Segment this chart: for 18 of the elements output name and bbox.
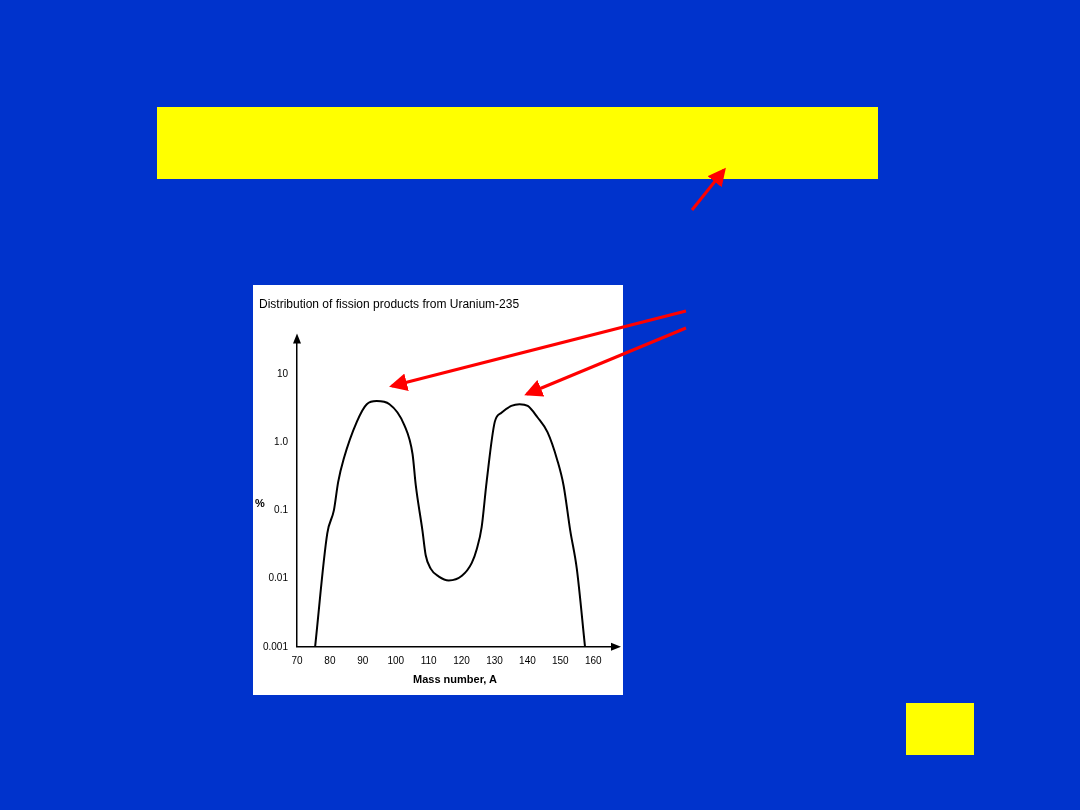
x-tick-label: 150 bbox=[551, 654, 570, 666]
y-tick-label: 0.1 bbox=[274, 504, 289, 516]
x-tick-label: 120 bbox=[453, 654, 471, 666]
x-tick-label: 90 bbox=[357, 654, 369, 666]
x-axis-title: Mass number, A bbox=[413, 673, 498, 686]
y-tick-label: 1.0 bbox=[274, 435, 289, 447]
x-tick-label: 130 bbox=[486, 654, 504, 666]
y-tick-label: 0.01 bbox=[268, 572, 289, 584]
x-tick-label: 100 bbox=[387, 654, 405, 666]
x-tick-label: 160 bbox=[584, 654, 603, 666]
x-tick-label: 70 bbox=[291, 654, 303, 666]
y-axis-title: % bbox=[255, 497, 265, 510]
y-tick-label: 0.001 bbox=[262, 640, 289, 652]
x-tick-label: 110 bbox=[420, 654, 438, 666]
x-tick-label: 140 bbox=[519, 654, 537, 666]
chart-title: Distribution of fission products from Uranium-235 bbox=[259, 296, 520, 311]
y-tick-label: 10 bbox=[276, 367, 289, 379]
x-tick-label: 80 bbox=[324, 654, 336, 666]
